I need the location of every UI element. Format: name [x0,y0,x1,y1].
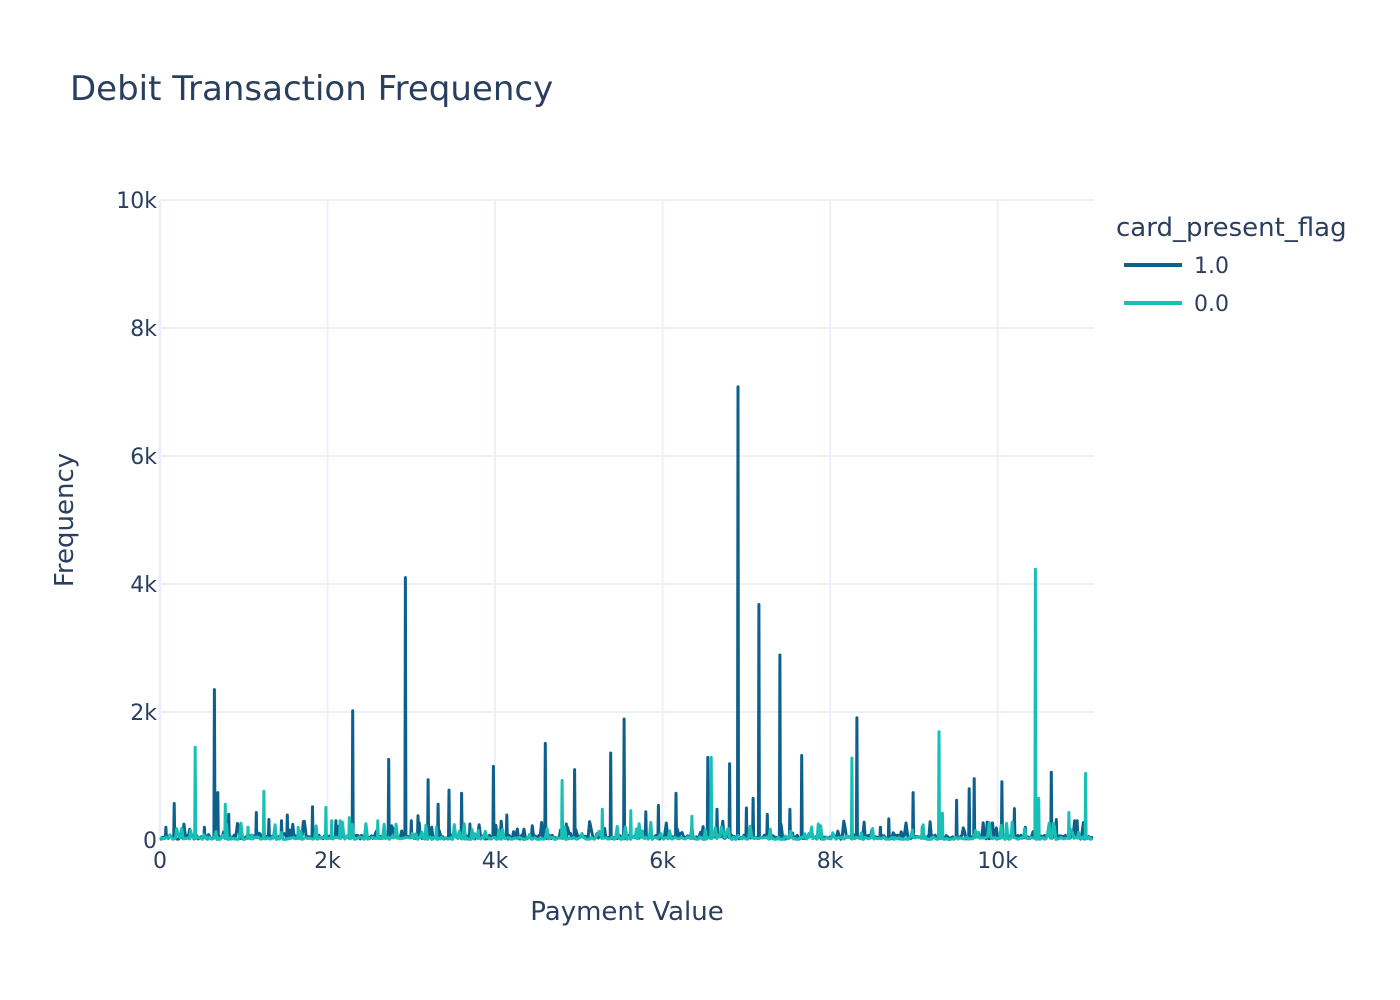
x-tick-label: 2k [314,849,341,874]
series-line-1-0 [159,385,1094,841]
legend: card_present_flag 1.0 0.0 [1116,213,1347,317]
legend-label-1-0[interactable]: 1.0 [1194,254,1229,279]
y-tick-label: 8k [130,317,157,342]
x-axis-title: Payment Value [530,897,724,927]
x-tick-label: 8k [817,849,844,874]
y-axis-title: Frequency [50,453,80,587]
x-axis-ticks: 0 2k 4k 6k 8k 10k [153,849,1018,874]
series-group [159,385,1094,841]
y-tick-label: 4k [130,573,157,598]
y-tick-label: 10k [116,189,157,214]
x-tick-label: 4k [482,849,509,874]
grid [158,199,1094,840]
series-line-0-0 [159,567,1094,841]
legend-label-0-0[interactable]: 0.0 [1194,292,1229,317]
x-tick-label: 6k [649,849,676,874]
chart-title: Debit Transaction Frequency [70,69,553,109]
legend-title: card_present_flag [1116,213,1347,243]
x-tick-label: 10k [977,849,1018,874]
y-tick-label: 6k [130,445,157,470]
y-axis-ticks: 0 2k 4k 6k 8k 10k [116,189,157,854]
x-tick-label: 0 [153,849,167,874]
y-tick-label: 2k [130,701,157,726]
y-tick-label: 0 [143,829,157,854]
